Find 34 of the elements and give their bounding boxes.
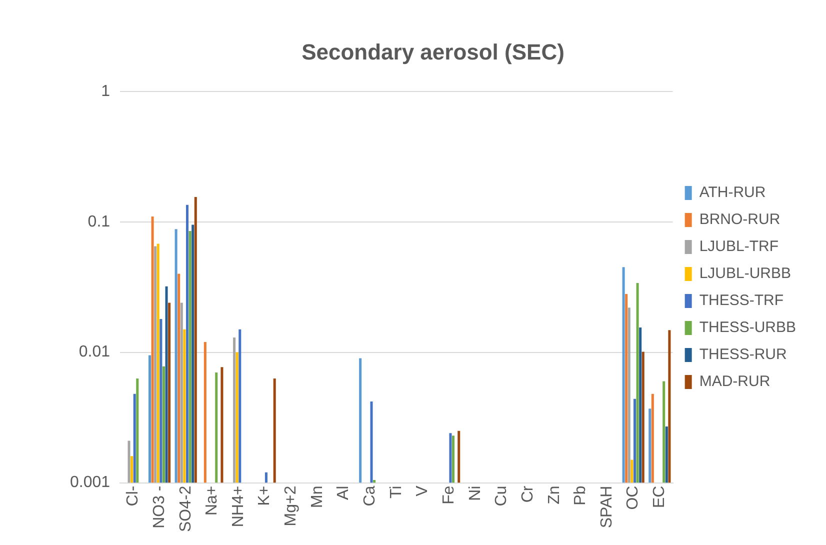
x-tick-label: Mg+2 — [282, 486, 300, 526]
y-tick-label: 0.1 — [88, 213, 110, 230]
x-tick-label: EC — [651, 486, 668, 508]
x-tick-label: NH4+ — [230, 486, 247, 528]
legend-label: MAD-RUR — [699, 373, 770, 390]
legend-label: THESS-RUR — [699, 346, 787, 364]
y-tick-label: 0.01 — [78, 344, 110, 361]
chart-title: Secondary aerosol (SEC) — [302, 39, 564, 64]
x-tick-label: OC — [624, 486, 642, 510]
x-tick-label: NO3 - — [150, 486, 168, 528]
x-tick-label: SO4-2 — [177, 486, 194, 532]
legend-label: ATH-RUR — [699, 184, 766, 202]
y-tick-label: 0.001 — [70, 474, 110, 492]
x-tick-label: Cr — [519, 485, 536, 503]
x-tick-label: Zn — [546, 486, 563, 504]
x-tick-label: V — [414, 485, 432, 496]
x-tick-label: Cu — [493, 486, 510, 506]
x-tick-label: Na+ — [204, 486, 221, 516]
legend-label: LJUBL-URBB — [699, 265, 792, 282]
legend-label: BRNO-RUR — [699, 211, 780, 228]
x-tick-label: Fe — [440, 486, 458, 504]
legend-label: THESS-URBB — [699, 319, 796, 336]
legend-label: THESS-TRF — [699, 292, 784, 310]
x-tick-label: Al — [335, 486, 352, 500]
y-tick-label: 1 — [101, 82, 110, 100]
x-tick-label: Mn — [308, 486, 326, 508]
x-tick-label: K+ — [256, 486, 274, 506]
x-tick-label: Ni — [466, 486, 484, 501]
x-tick-label: Pb — [572, 486, 590, 506]
legend-label: LJUBL-TRF — [699, 238, 779, 256]
x-tick-label: Ca — [362, 486, 379, 506]
x-tick-label: Ti — [388, 486, 405, 498]
x-tick-label: Cl- — [124, 486, 142, 506]
x-tick-label: SPAH — [598, 486, 616, 528]
